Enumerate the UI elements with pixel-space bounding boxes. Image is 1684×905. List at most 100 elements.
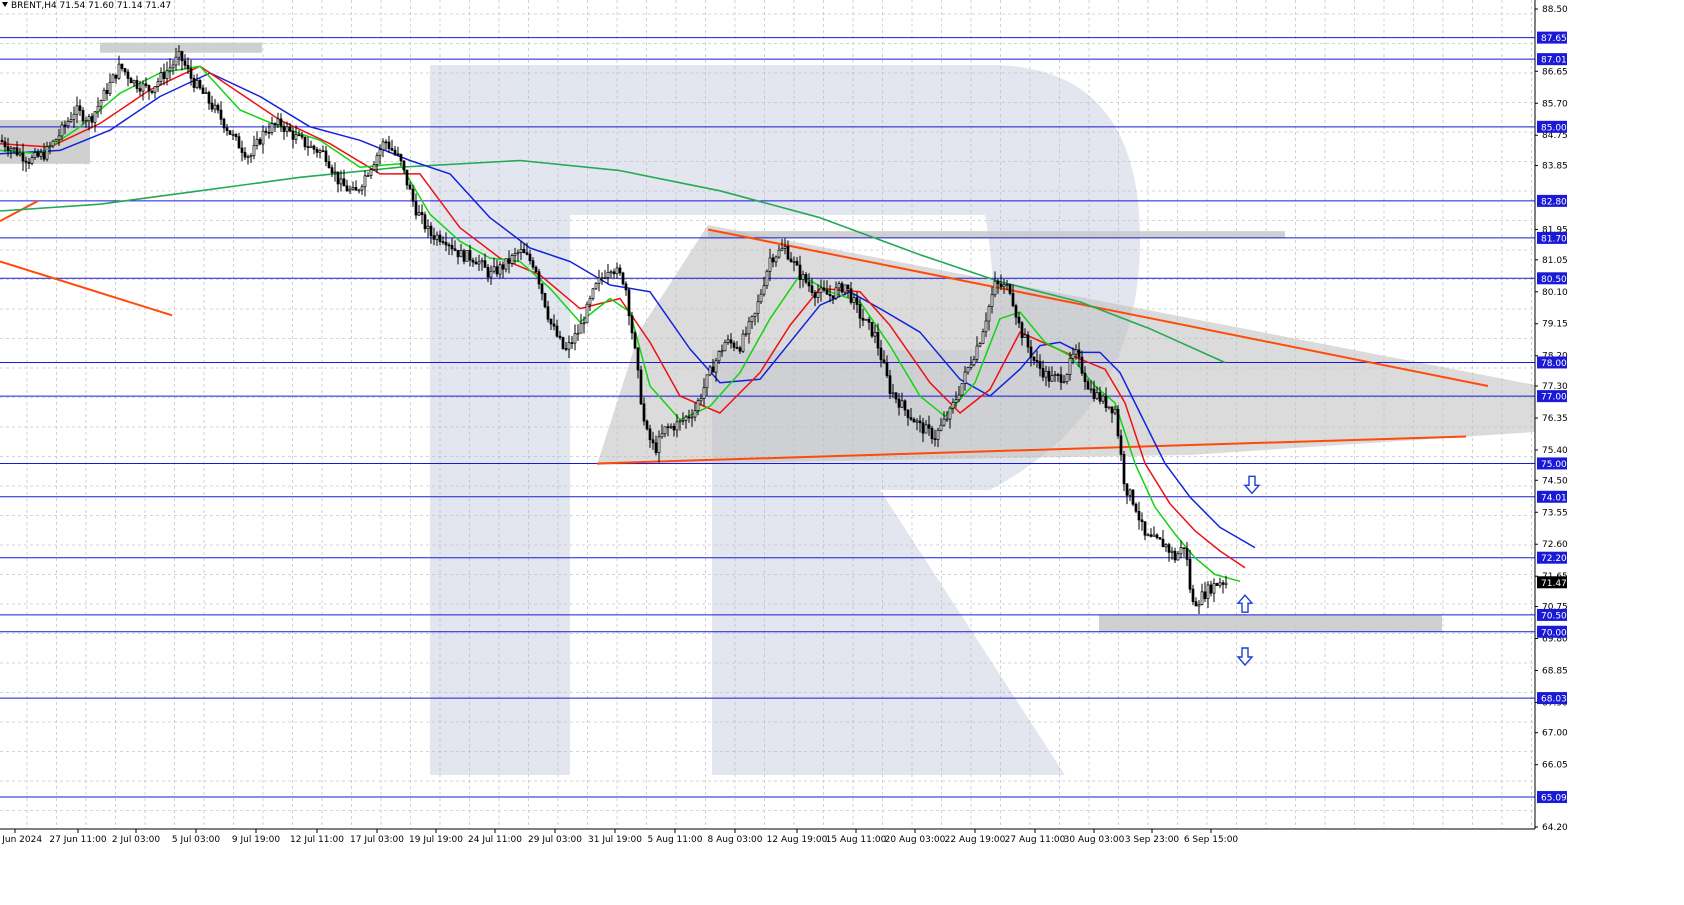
candle <box>1191 584 1195 606</box>
level-label-bg <box>1537 457 1567 470</box>
candle <box>582 316 586 334</box>
trendline <box>596 435 1467 465</box>
level-label-text: 65.09 <box>1541 794 1567 804</box>
candle-body <box>537 271 541 285</box>
candle <box>1179 540 1183 559</box>
candle-body <box>456 249 460 258</box>
candle <box>1038 354 1042 377</box>
candle-body <box>180 51 184 62</box>
current-price-bg <box>1537 576 1567 589</box>
candle <box>264 127 268 136</box>
candle <box>1056 372 1060 382</box>
candle <box>903 399 907 417</box>
candle <box>1203 581 1207 603</box>
candle <box>228 130 232 136</box>
candle-body <box>897 398 901 408</box>
candle <box>519 240 523 260</box>
candle-body <box>360 186 364 191</box>
candle-body <box>21 152 25 162</box>
x-tick-label: 29 Jul 03:00 <box>528 835 582 845</box>
candle <box>537 268 541 289</box>
candle <box>90 112 94 129</box>
candle-body <box>732 342 736 348</box>
candle-body <box>690 416 694 419</box>
candle <box>81 107 85 125</box>
candle <box>984 312 988 338</box>
candle-body <box>864 318 868 321</box>
candle <box>840 281 844 294</box>
candle <box>483 253 487 268</box>
candle <box>774 255 778 267</box>
candle-body <box>621 272 625 285</box>
level-label-text: 78.00 <box>1541 359 1567 369</box>
level-label: 74.01 <box>1537 490 1567 503</box>
candle <box>993 271 997 298</box>
candle <box>540 282 544 301</box>
level-label: 72.20 <box>1537 551 1567 564</box>
candle <box>1026 331 1030 353</box>
candle <box>741 329 745 353</box>
candle-body <box>1158 537 1162 540</box>
candle-body <box>789 258 793 262</box>
candle-body <box>534 266 538 273</box>
candle <box>600 272 604 285</box>
candle <box>354 180 358 191</box>
candle-body <box>447 244 451 247</box>
candle-body <box>858 304 862 319</box>
candle-body <box>1092 388 1096 399</box>
candle <box>558 330 562 340</box>
candle <box>312 144 316 155</box>
candle-body <box>96 105 100 113</box>
candle <box>1080 350 1084 376</box>
candle <box>231 129 235 141</box>
candle-body <box>345 185 349 192</box>
candle <box>156 77 160 92</box>
candle-body <box>60 124 64 137</box>
candle-body <box>882 359 886 364</box>
level-label: 77.00 <box>1537 390 1567 403</box>
candle <box>297 130 301 137</box>
candle <box>378 144 382 165</box>
candle <box>84 116 88 128</box>
candle <box>333 162 337 182</box>
candle-body <box>735 347 739 349</box>
candle-body <box>219 109 223 120</box>
candle-body <box>366 175 370 177</box>
candle-body <box>663 426 667 435</box>
candle-body <box>138 88 142 92</box>
candle-body <box>1053 374 1057 376</box>
symbol-menu-icon[interactable] <box>2 2 8 7</box>
candle <box>777 244 781 259</box>
candle-body <box>237 136 241 149</box>
candle <box>690 409 694 427</box>
candle-body <box>645 420 649 430</box>
level-label-text: 85.00 <box>1541 123 1567 133</box>
candle-body <box>90 116 94 123</box>
candle <box>597 269 601 292</box>
candle-body <box>132 80 136 84</box>
candle-body <box>189 68 193 79</box>
candle <box>522 243 526 254</box>
candle-body <box>987 306 991 322</box>
candle-body <box>255 138 259 146</box>
candle-body <box>939 424 943 431</box>
candle <box>249 153 253 164</box>
candle <box>870 321 874 338</box>
candle <box>783 238 787 255</box>
x-tick-label: 6 Sep 15:00 <box>1184 835 1239 845</box>
candle <box>762 276 766 297</box>
candle <box>48 141 52 155</box>
candle <box>432 227 436 246</box>
candle-body <box>372 164 376 170</box>
candle-body <box>633 332 637 349</box>
candle-body <box>600 277 604 280</box>
candle <box>1161 530 1165 548</box>
candle <box>957 386 961 403</box>
candle <box>57 129 61 147</box>
candle-body <box>363 175 367 188</box>
candle <box>93 110 97 133</box>
candle <box>87 113 91 131</box>
candle <box>897 393 901 416</box>
candle <box>549 318 553 331</box>
